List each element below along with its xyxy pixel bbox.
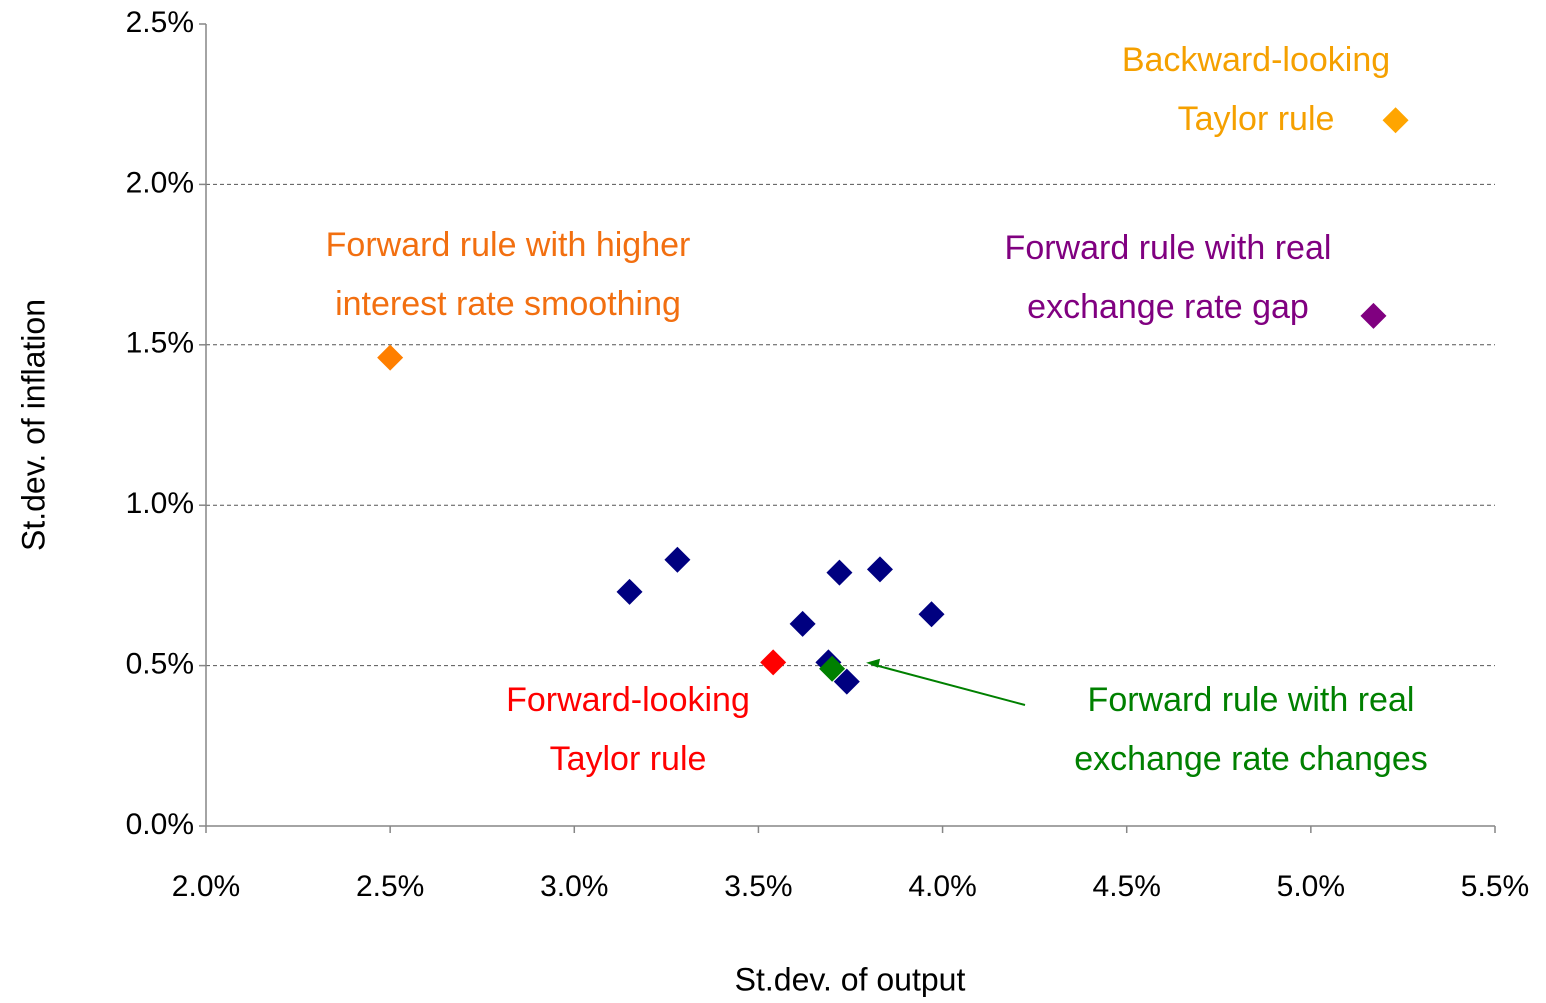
y-tick-label: 1.5% <box>126 327 194 360</box>
point <box>866 556 893 583</box>
point <box>664 546 691 573</box>
point <box>826 559 853 586</box>
point <box>819 655 846 682</box>
y-tick-label: 0.5% <box>126 648 194 681</box>
annotation: Taylor rule <box>1178 100 1335 138</box>
y-tick-label: 0.0% <box>126 808 194 841</box>
x-tick-label: 3.0% <box>540 870 608 903</box>
annotation: Forward-looking <box>506 681 750 719</box>
point <box>918 601 945 628</box>
annotation: interest rate smoothing <box>335 285 681 323</box>
point <box>377 344 404 371</box>
x-tick-label: 2.0% <box>172 870 240 903</box>
point <box>1360 302 1387 329</box>
y-tick-label: 2.5% <box>126 6 194 39</box>
x-tick-label: 4.0% <box>908 870 976 903</box>
y-tick-label: 1.0% <box>126 487 194 520</box>
annotation: Taylor rule <box>550 740 707 778</box>
y-tick-label: 2.0% <box>126 166 194 199</box>
annotation: exchange rate gap <box>1027 288 1309 326</box>
point <box>616 578 643 605</box>
annotation: Forward rule with real <box>1005 229 1332 267</box>
x-tick-label: 4.5% <box>1093 870 1161 903</box>
point <box>1382 107 1409 134</box>
y-axis-title: St.dev. of inflation <box>15 299 51 551</box>
arrow-line <box>873 663 1026 706</box>
annotation: Forward rule with higher <box>326 226 691 264</box>
x-tick-label: 3.5% <box>724 870 792 903</box>
point <box>760 649 787 676</box>
x-axis-title: St.dev. of output <box>735 961 966 997</box>
x-tick-label: 5.0% <box>1277 870 1345 903</box>
point <box>789 610 816 637</box>
annotation: exchange rate changes <box>1074 740 1427 778</box>
point <box>833 668 860 695</box>
arrow-head <box>866 658 881 668</box>
annotation: Forward rule with real <box>1088 681 1415 719</box>
x-tick-label: 2.5% <box>356 870 424 903</box>
annotation: Backward-looking <box>1122 41 1390 79</box>
x-tick-label: 5.5% <box>1461 870 1529 903</box>
